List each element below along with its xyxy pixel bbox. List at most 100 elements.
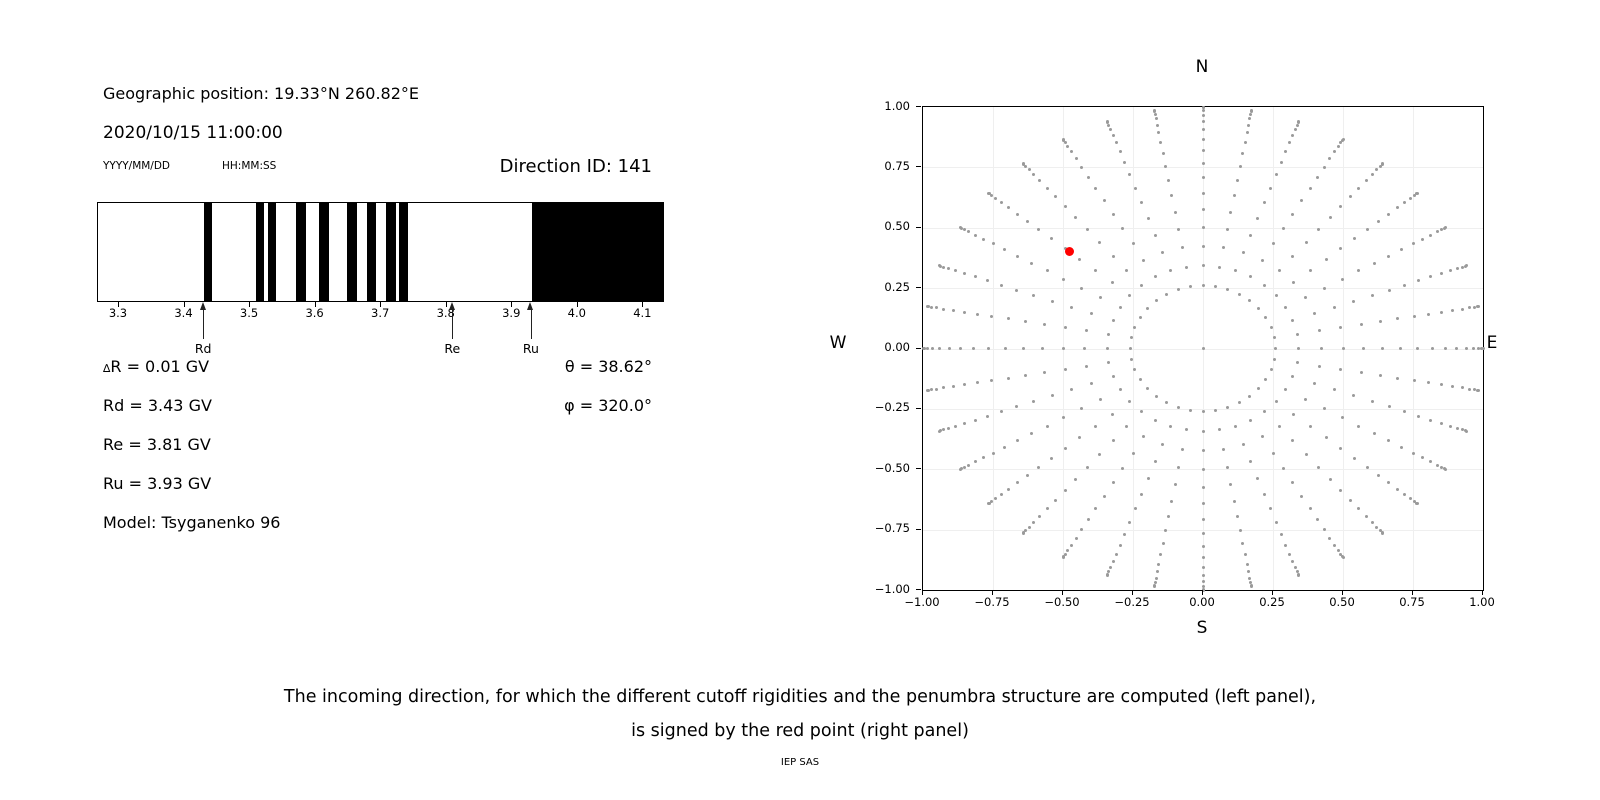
caption-line-1: The incoming direction, for which the di… xyxy=(283,687,1317,707)
gray-direction-dot xyxy=(1403,492,1407,496)
gray-direction-dot xyxy=(1408,197,1412,201)
gray-direction-dot xyxy=(1340,416,1344,420)
gray-direction-dot xyxy=(1102,199,1106,203)
penumbra-tick-mark xyxy=(117,302,119,307)
gray-direction-dot xyxy=(1201,565,1205,569)
gray-direction-dot xyxy=(947,347,951,350)
gray-direction-dot xyxy=(1340,277,1344,281)
gray-direction-dot xyxy=(985,279,989,283)
gray-direction-dot xyxy=(1229,210,1233,214)
time-format-hint: HH:MM:SS xyxy=(222,160,277,172)
gray-direction-dot xyxy=(1412,314,1416,318)
gray-direction-dot xyxy=(1098,240,1102,244)
gray-direction-dot xyxy=(925,388,929,392)
gray-direction-dot xyxy=(1303,398,1307,402)
gray-direction-dot xyxy=(1090,312,1094,316)
gray-direction-dot xyxy=(1435,230,1439,234)
gray-direction-dot xyxy=(1139,201,1143,205)
gray-direction-dot xyxy=(1387,439,1391,443)
gray-direction-dot xyxy=(999,201,1003,205)
gray-direction-dot xyxy=(1063,488,1067,492)
gray-direction-dot xyxy=(1074,477,1078,481)
gray-direction-dot xyxy=(1430,347,1434,350)
gray-direction-dot xyxy=(1291,212,1295,216)
gray-direction-dot xyxy=(1043,371,1047,375)
gray-direction-dot xyxy=(1263,201,1267,205)
gray-direction-dot xyxy=(1154,299,1158,303)
gray-direction-dot xyxy=(1467,387,1471,391)
gray-direction-dot xyxy=(1284,305,1288,309)
gray-direction-dot xyxy=(1387,481,1391,485)
gray-direction-dot xyxy=(1030,432,1034,436)
compass-east-label: E xyxy=(1486,333,1498,353)
gray-direction-dot xyxy=(1241,251,1245,255)
credit-label: IEP SAS xyxy=(780,757,820,768)
x-axis-tick-label: 0.75 xyxy=(1399,595,1425,609)
gray-direction-dot xyxy=(1263,410,1267,414)
gray-direction-dot xyxy=(1263,283,1267,287)
compass-north-label: N xyxy=(1195,57,1209,77)
gray-direction-dot xyxy=(1159,141,1163,145)
gray-direction-dot xyxy=(1121,227,1125,231)
gray-direction-dot xyxy=(1248,117,1252,121)
gray-direction-dot xyxy=(1429,418,1433,422)
gray-direction-dot xyxy=(1291,375,1295,379)
gray-direction-dot xyxy=(1448,269,1452,273)
gray-direction-dot xyxy=(962,310,966,314)
gray-direction-dot xyxy=(1271,451,1275,455)
gray-direction-dot xyxy=(1400,445,1404,449)
gray-direction-dot xyxy=(1348,498,1352,502)
gray-direction-dot xyxy=(1429,275,1433,279)
gray-direction-dot xyxy=(1362,347,1366,350)
gray-direction-dot xyxy=(973,275,977,279)
geo-position-label: Geographic position: 19.33°N 260.82°E xyxy=(103,84,419,103)
gray-direction-dot xyxy=(1118,305,1122,309)
gray-direction-dot xyxy=(1455,267,1459,271)
gray-direction-dot xyxy=(1353,456,1357,460)
gray-direction-dot xyxy=(1153,275,1157,279)
gray-direction-dot xyxy=(1243,552,1247,556)
x-axis-tick-label: −0.50 xyxy=(1044,595,1080,609)
penumbra-tick-mark xyxy=(445,302,447,307)
gray-direction-dot xyxy=(1129,347,1133,350)
compass-west-label: W xyxy=(829,333,847,353)
gray-direction-dot xyxy=(1417,414,1421,418)
gray-direction-dot xyxy=(1069,150,1073,154)
gray-direction-dot xyxy=(1467,306,1471,310)
gray-direction-dot xyxy=(1015,405,1019,409)
gray-direction-dot xyxy=(1308,424,1312,428)
forbidden-band xyxy=(318,203,329,301)
gray-direction-dot xyxy=(942,307,946,311)
gray-direction-dot xyxy=(990,379,994,383)
gray-direction-dot xyxy=(929,305,933,309)
gray-direction-dot xyxy=(1271,242,1275,246)
gray-direction-dot xyxy=(991,242,995,246)
y-axis-tick-mark xyxy=(916,468,921,470)
gray-direction-dot xyxy=(1003,347,1007,350)
gray-direction-dot xyxy=(1415,502,1419,506)
marker-label-rd: Rd xyxy=(194,341,212,356)
gray-direction-dot xyxy=(1118,543,1122,547)
gray-direction-dot xyxy=(1063,446,1067,450)
theta-value: θ = 38.62° xyxy=(564,357,652,376)
gray-direction-dot xyxy=(1295,361,1299,365)
gray-direction-dot xyxy=(1050,299,1054,303)
penumbra-tick-mark xyxy=(249,302,251,307)
gray-direction-dot xyxy=(1153,581,1157,585)
gray-direction-dot xyxy=(1460,265,1464,269)
gray-direction-dot xyxy=(1429,460,1433,464)
gray-direction-dot xyxy=(990,194,994,198)
gray-direction-dot xyxy=(1381,347,1385,350)
gray-direction-dot xyxy=(1084,329,1088,333)
gray-direction-dot xyxy=(938,264,942,268)
gray-direction-dot xyxy=(1063,247,1067,251)
gray-direction-dot xyxy=(951,308,955,312)
rd-value: Rd = 3.43 GV xyxy=(103,396,212,415)
gray-direction-dot xyxy=(1069,543,1073,547)
gray-direction-dot xyxy=(1045,269,1049,273)
gray-direction-dot xyxy=(942,428,946,432)
gray-direction-dot xyxy=(1273,347,1277,350)
gray-direction-dot xyxy=(1481,347,1485,350)
y-axis-tick-label: −1.00 xyxy=(874,581,910,596)
gray-direction-dot xyxy=(962,228,966,232)
